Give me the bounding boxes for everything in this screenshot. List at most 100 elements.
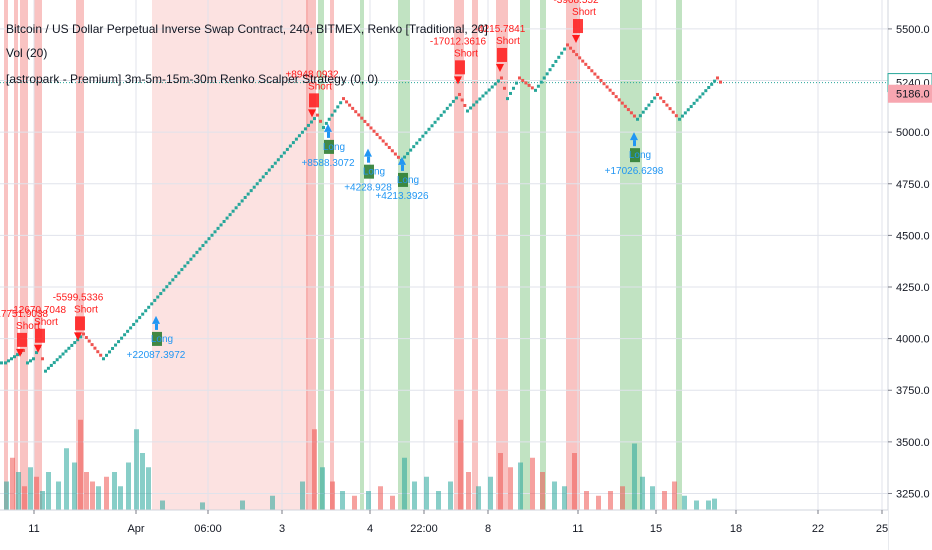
- signal-pnl-label: +4228.928: [344, 183, 392, 194]
- volume-bar: [436, 491, 441, 510]
- renko-brick: [683, 111, 687, 115]
- volume-bar: [270, 495, 275, 510]
- renko-brick: [171, 278, 175, 282]
- signal-zone: [620, 0, 642, 510]
- renko-brick: [174, 274, 178, 278]
- renko-brick: [608, 88, 612, 92]
- volume-bar: [126, 462, 131, 510]
- renko-brick: [348, 103, 352, 107]
- volume-bar: [56, 481, 61, 510]
- renko-brick: [52, 361, 56, 365]
- renko-brick: [623, 104, 627, 108]
- renko-brick: [707, 85, 711, 89]
- renko-brick: [710, 82, 714, 86]
- chart-title[interactable]: Bitcoin / US Dollar Perpetual Inverse Sw…: [6, 22, 488, 36]
- renko-brick: [219, 223, 223, 227]
- strategy-legend[interactable]: [astropark - Premium] 3m-5m-15m-30m Renk…: [6, 72, 379, 86]
- renko-brick: [87, 339, 91, 343]
- renko-brick: [638, 114, 642, 118]
- volume-bar: [402, 457, 407, 510]
- signal-zone: [676, 0, 682, 510]
- arrow-up-icon: [324, 123, 332, 132]
- renko-brick: [500, 76, 503, 80]
- renko-brick: [276, 158, 280, 162]
- renko-brick: [481, 94, 485, 98]
- renko-brick: [316, 113, 319, 117]
- renko-brick: [267, 168, 271, 172]
- renko-brick: [10, 357, 13, 361]
- renko-brick: [512, 86, 515, 90]
- renko-brick: [22, 349, 25, 353]
- renko-brick: [192, 254, 196, 258]
- volume-bar: [366, 491, 371, 510]
- renko-brick: [234, 206, 238, 210]
- renko-brick: [138, 316, 142, 320]
- renko-brick: [366, 123, 370, 127]
- renko-brick: [228, 213, 232, 217]
- time-axis[interactable]: 11 Apr 06:00 3 4 22:00 8 11 15 18 22 25: [0, 509, 888, 550]
- long-signal-box: [324, 139, 334, 154]
- volume-bar: [706, 500, 711, 510]
- renko-brick: [309, 120, 313, 124]
- renko-brick: [84, 336, 88, 340]
- arrow-down-icon: [16, 348, 24, 357]
- renko-brick: [213, 230, 217, 234]
- renko-brick: [258, 178, 262, 182]
- renko-brick: [201, 244, 205, 248]
- renko-brick: [647, 103, 651, 107]
- renko-brick: [678, 117, 681, 121]
- time-tick-label: 3: [279, 523, 285, 535]
- signal-type-label: Long: [151, 334, 173, 345]
- renko-brick: [231, 209, 235, 213]
- secondary-price-tag: [888, 84, 932, 103]
- short-signal-box: [309, 93, 319, 108]
- renko-brick: [243, 195, 247, 199]
- signal-pnl-label: +17026.6298: [605, 166, 664, 177]
- renko-brick: [430, 124, 434, 128]
- signal-pnl-label: -3968.552: [553, 0, 598, 6]
- renko-brick: [135, 319, 139, 323]
- renko-brick: [324, 121, 328, 125]
- volume-bar: [300, 481, 305, 510]
- renko-brick: [653, 96, 657, 100]
- volume-bar: [112, 472, 117, 510]
- renko-brick: [285, 147, 289, 151]
- renko-brick: [82, 332, 85, 336]
- renko-brick: [0, 361, 3, 365]
- renko-brick: [183, 264, 187, 268]
- volume-legend[interactable]: Vol (20): [6, 46, 48, 60]
- arrow-up-icon: [364, 148, 372, 157]
- volume-bar: [620, 486, 625, 510]
- time-tick-label: 25: [876, 523, 888, 535]
- renko-brick: [424, 131, 428, 135]
- signal-zone: [14, 0, 18, 510]
- renko-brick: [575, 53, 579, 57]
- renko-brick: [67, 346, 71, 350]
- renko-brick: [614, 95, 618, 99]
- volume-bar: [712, 498, 717, 510]
- arrow-down-icon: [454, 76, 462, 85]
- price-tick-label: 4500.0: [896, 230, 930, 242]
- renko-brick: [569, 46, 573, 50]
- renko-brick: [306, 123, 310, 127]
- renko-brick: [64, 349, 68, 353]
- volume-bar: [662, 491, 667, 510]
- renko-brick: [406, 152, 410, 156]
- renko-brick: [536, 84, 540, 88]
- signal-type-label: Short: [572, 7, 596, 18]
- renko-brick: [73, 341, 77, 345]
- signal-zone: [20, 0, 28, 510]
- renko-brick: [345, 100, 349, 104]
- renko-brick: [222, 220, 226, 224]
- renko-brick: [518, 76, 521, 80]
- short-signal-box: [573, 19, 583, 34]
- renko-brick: [29, 359, 32, 363]
- signal-zone: [360, 0, 364, 510]
- volume-bar: [4, 481, 9, 510]
- renko-brick: [418, 138, 422, 142]
- renko-brick: [360, 116, 364, 120]
- renko-brick: [279, 154, 283, 158]
- renko-brick: [141, 312, 145, 316]
